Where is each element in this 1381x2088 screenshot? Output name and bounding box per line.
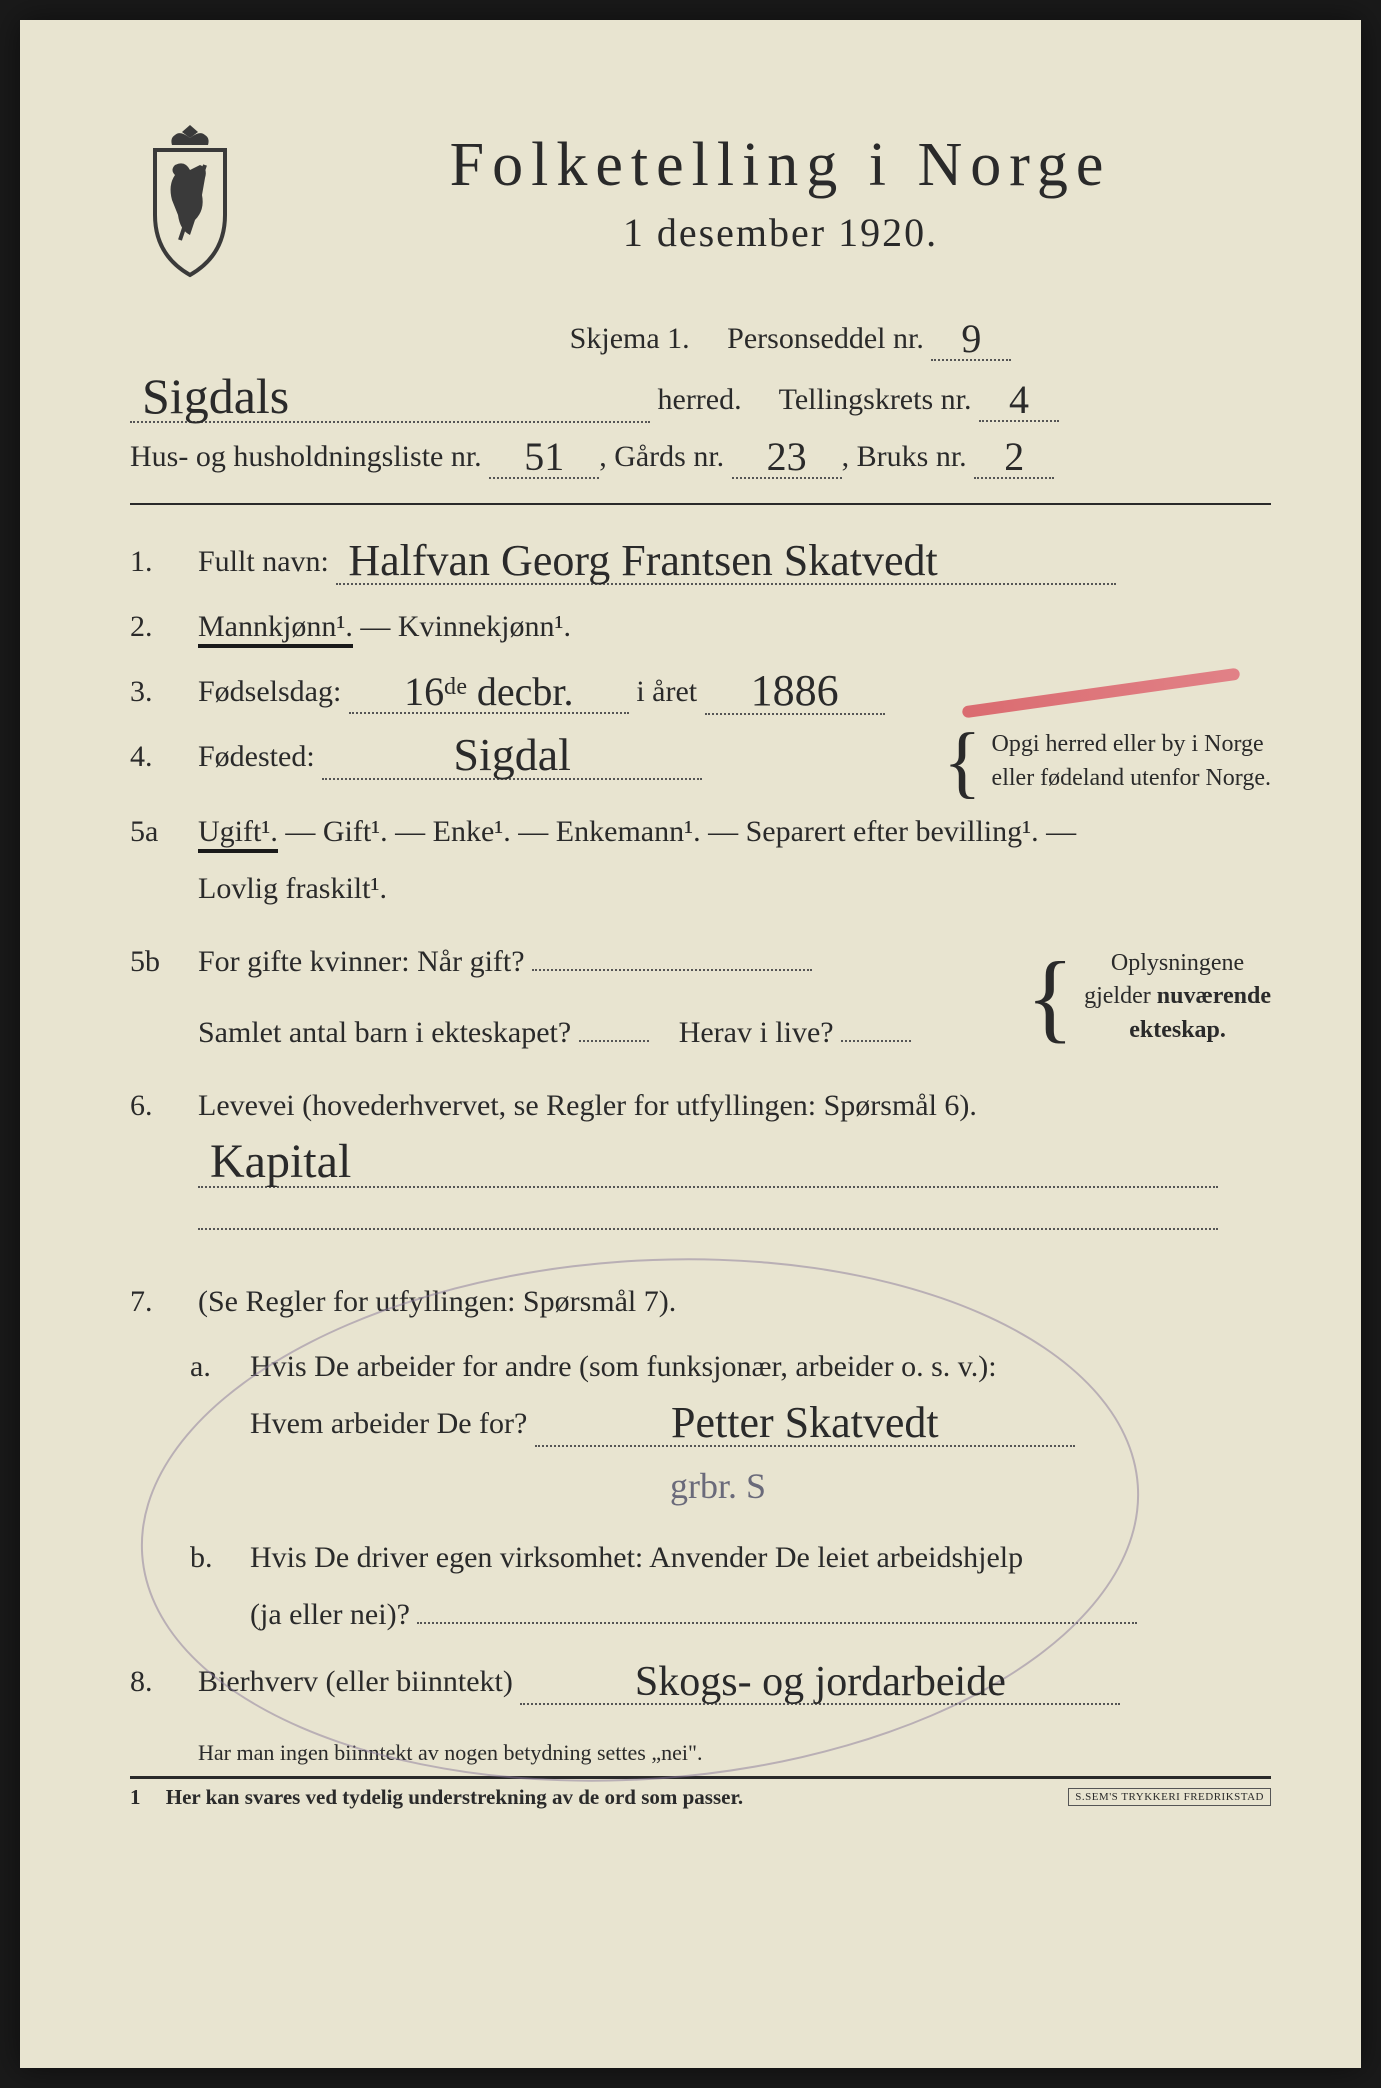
herred-label: herred.	[658, 383, 742, 416]
q3-num: 3.	[130, 663, 174, 720]
gards-nr: 23	[732, 437, 842, 479]
q3-year: 1886	[705, 669, 885, 715]
q8-num: 8.	[130, 1653, 174, 1710]
skjema-label: Skjema 1.	[570, 322, 690, 355]
q7a-text1: Hvis De arbeider for andre (som funksjon…	[250, 1350, 997, 1383]
q6-num: 6.	[130, 1077, 174, 1134]
q7a-text2: Hvem arbeider De for?	[250, 1407, 527, 1440]
q7b-letter: b.	[190, 1529, 226, 1586]
personseddel-nr: 9	[931, 319, 1011, 361]
q2-mann: Mannkjønn¹.	[198, 610, 353, 648]
q5b-row: 5b For gifte kvinner: Når gift? Samlet a…	[130, 933, 1271, 1061]
q7-row: 7. (Se Regler for utfyllingen: Spørsmål …	[130, 1273, 1271, 1330]
q7-num: 7.	[130, 1273, 174, 1330]
footnote-text: Her kan svares ved tydelig understreknin…	[166, 1785, 743, 1809]
q5b-label2: Samlet antal barn i ekteskapet?	[198, 1016, 571, 1049]
q5b-num: 5b	[130, 933, 174, 990]
header: Folketelling i Norge 1 desember 1920.	[130, 120, 1271, 280]
q7b-row: b. Hvis De driver egen virksomhet: Anven…	[130, 1529, 1271, 1643]
q5a-enkemann: Enkemann¹.	[556, 815, 701, 848]
q3-row: 3. Fødselsdag: 16ᵈᵉ decbr. i året 1886	[130, 663, 1271, 720]
q5a-ugift: Ugift¹.	[198, 815, 278, 853]
q1-label: Fullt navn:	[198, 545, 329, 578]
q2-num: 2.	[130, 598, 174, 655]
q8-value: Skogs- og jordarbeide	[520, 1661, 1120, 1705]
q3-mid: i året	[636, 675, 697, 708]
printer-mark: S.SEM'S TRYKKERI FREDRIKSTAD	[1068, 1788, 1271, 1806]
q8-label: Bierhverv (eller biinntekt)	[198, 1665, 513, 1698]
q1-num: 1.	[130, 533, 174, 590]
q5b-label1: For gifte kvinner: Når gift?	[198, 945, 525, 978]
personseddel-label: Personseddel nr.	[727, 322, 924, 355]
footnote-bar: 1 Her kan svares ved tydelig understrekn…	[130, 1776, 1271, 1810]
tellingskrets-label: Tellingskrets nr.	[779, 383, 972, 416]
divider	[130, 503, 1271, 505]
q5a-lovlig: Lovlig fraskilt¹.	[198, 872, 387, 905]
q6-label: Levevei (hovederhvervet, se Regler for u…	[198, 1089, 977, 1122]
coat-of-arms-icon	[130, 120, 250, 280]
q7b-text2: (ja eller nei)?	[250, 1598, 410, 1631]
subtitle: 1 desember 1920.	[290, 209, 1271, 256]
q7-label: (Se Regler for utfyllingen: Spørsmål 7).	[198, 1285, 676, 1318]
footer-note: Har man ingen biinntekt av nogen betydni…	[198, 1740, 1271, 1766]
husliste-label: Hus- og husholdningsliste nr.	[130, 440, 482, 473]
q5b-note-block: { Oplysningene gjelder nuværende ekteska…	[1026, 933, 1271, 1061]
q7a-letter: a.	[190, 1338, 226, 1395]
q2-row: 2. Mannkjønn¹. — Kvinnekjønn¹.	[130, 598, 1271, 655]
q4-note2: eller fødeland utenfor Norge.	[992, 762, 1271, 796]
q5a-row: 5a Ugift¹. — Gift¹. — Enke¹. — Enkemann¹…	[130, 803, 1271, 917]
form-metadata: Skjema 1. Personseddel nr. 9 Sigdals her…	[130, 310, 1271, 485]
q6-line2	[198, 1200, 1218, 1230]
q1-value: Halfvan Georg Frantsen Skatvedt	[336, 539, 1116, 585]
q2-dash: —	[360, 610, 398, 643]
q4-value: Sigdal	[322, 732, 702, 780]
q5b-label3: Herav i live?	[679, 1016, 834, 1049]
q7b-fill	[417, 1622, 1137, 1624]
q7a-value: Petter Skatvedt	[535, 1401, 1075, 1447]
q4-note1: Opgi herred eller by i Norge	[992, 728, 1271, 762]
q4-row: 4. Fødested: Sigdal { Opgi herred eller …	[130, 728, 1271, 795]
q6-row: 6. Levevei (hovederhvervet, se Regler fo…	[130, 1077, 1271, 1249]
q4-note-block: { Opgi herred eller by i Norge eller fød…	[943, 728, 1271, 795]
q5b-note3: ekteskap.	[1129, 1017, 1226, 1043]
q3-day: 16ᵈᵉ decbr.	[349, 672, 629, 714]
q5a-num: 5a	[130, 803, 174, 860]
q5b-note1: Oplysningene	[1084, 947, 1271, 981]
q5b-note2b: nuværende	[1157, 983, 1271, 1009]
q7a-pencil-note: grbr. S	[670, 1466, 766, 1506]
gards-label: Gårds nr.	[614, 440, 724, 473]
tellingskrets-nr: 4	[979, 380, 1059, 422]
q4-label: Fødested:	[198, 740, 315, 773]
q3-label: Fødselsdag:	[198, 675, 341, 708]
q7b-text1: Hvis De driver egen virksomhet: Anvender…	[250, 1541, 1023, 1574]
footnote-num: 1	[130, 1785, 141, 1809]
q4-num: 4.	[130, 728, 174, 785]
q5b-fill2	[579, 1040, 649, 1042]
herred-value: Sigdals	[130, 371, 650, 423]
census-form-page: Folketelling i Norge 1 desember 1920. Sk…	[20, 20, 1361, 2068]
q8-row: 8. Bierhverv (eller biinntekt) Skogs- og…	[130, 1653, 1271, 1710]
q7a-row: a. Hvis De arbeider for andre (som funks…	[130, 1338, 1271, 1520]
bruks-label: Bruks nr.	[857, 440, 967, 473]
q5b-fill3	[841, 1040, 911, 1042]
brace-icon: {	[943, 738, 981, 786]
q5a-gift: Gift¹.	[323, 815, 388, 848]
q5a-enke: Enke¹.	[433, 815, 511, 848]
husliste-nr: 51	[489, 437, 599, 479]
q6-value: Kapital	[198, 1138, 1218, 1188]
title-block: Folketelling i Norge 1 desember 1920.	[290, 120, 1271, 256]
main-title: Folketelling i Norge	[290, 130, 1271, 201]
bruks-nr: 2	[974, 437, 1054, 479]
q5b-fill1	[532, 969, 812, 971]
q5a-separert: Separert efter bevilling¹.	[746, 815, 1039, 848]
q1-row: 1. Fullt navn: Halfvan Georg Frantsen Sk…	[130, 533, 1271, 590]
q2-kvinne: Kvinnekjønn¹.	[398, 610, 571, 643]
brace-icon: {	[1026, 967, 1074, 1027]
